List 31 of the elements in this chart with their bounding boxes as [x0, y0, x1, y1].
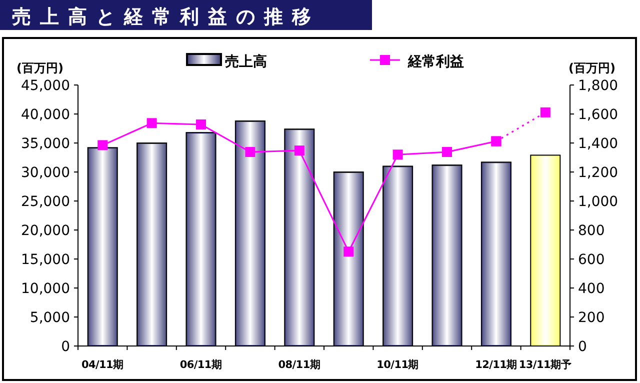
y2-tick-label: 0: [578, 339, 587, 355]
y-tick-label: 30,000: [21, 165, 70, 181]
y-tick-label: 5,000: [30, 310, 70, 326]
y-tick-label: 35,000: [21, 136, 70, 152]
y-axis-title: (百万円): [16, 61, 64, 75]
y2-axis-title: (百万円): [568, 61, 616, 75]
y2-tick-label: 400: [578, 281, 605, 297]
y2-tick-label: 1,600: [578, 107, 618, 123]
x-tick-label: 12/11期: [475, 358, 518, 371]
y-tick-label: 10,000: [21, 281, 70, 297]
x-tick-label: 08/11期: [278, 358, 321, 371]
y-tick-label: 40,000: [21, 107, 70, 123]
x-tick-label: 10/11期: [376, 358, 420, 371]
legend-label: 経常利益: [407, 54, 464, 70]
x-tick-label: 04/11期: [81, 358, 124, 371]
y2-tick-label: 600: [578, 252, 605, 268]
y2-tick-label: 800: [578, 223, 605, 239]
chart-title: 売上高と経常利益の推移: [12, 6, 320, 28]
y2-tick-label: 1,800: [578, 78, 618, 94]
y2-tick-label: 1,000: [578, 194, 618, 210]
y-tick-label: 25,000: [21, 194, 70, 210]
y-tick-label: 15,000: [21, 252, 70, 268]
y2-tick-label: 200: [578, 310, 605, 326]
y2-tick-label: 1,200: [578, 165, 618, 181]
y-tick-label: 20,000: [21, 223, 70, 239]
x-tick-label: 13/11期予: [518, 358, 572, 371]
y2-tick-label: 1,400: [578, 136, 618, 152]
legend-label: 売上高: [225, 53, 267, 70]
x-tick-label: 06/11期: [180, 358, 222, 371]
y-tick-label: 45,000: [21, 78, 70, 94]
y-tick-label: 0: [61, 339, 70, 355]
